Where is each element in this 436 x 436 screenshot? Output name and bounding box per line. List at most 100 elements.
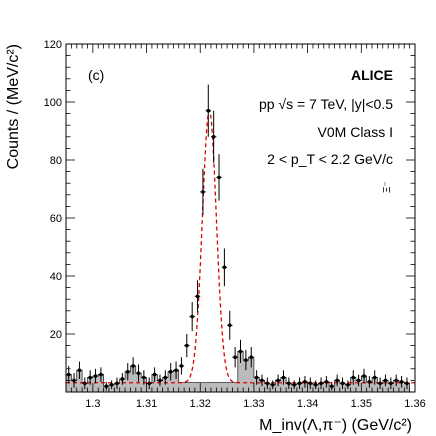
data-points <box>66 84 410 391</box>
data-point <box>253 370 260 385</box>
data-point <box>194 280 201 313</box>
data-point <box>334 374 340 387</box>
multiplicity-class-label: V0M Class I <box>318 124 393 140</box>
data-point <box>200 168 206 216</box>
data-point <box>87 370 93 385</box>
data-point <box>98 367 104 382</box>
data-point <box>312 380 319 390</box>
data-point <box>205 84 211 137</box>
point-marker <box>168 369 173 374</box>
pt-range-label: 2 < p_T < 2.2 GeV/c <box>267 151 393 167</box>
point-marker <box>195 294 200 299</box>
point-marker <box>125 369 130 374</box>
point-marker <box>297 381 302 386</box>
point-marker <box>104 384 109 389</box>
point-marker <box>308 381 313 386</box>
data-point <box>361 368 367 384</box>
data-point <box>114 377 120 390</box>
data-point <box>264 377 271 390</box>
y-tick-label: 100 <box>44 97 62 109</box>
point-marker <box>281 375 286 380</box>
y-tick-label: 40 <box>50 271 62 283</box>
fit-curve <box>66 109 415 384</box>
point-marker <box>82 381 87 386</box>
data-point <box>355 374 362 387</box>
point-marker <box>356 378 361 383</box>
data-point <box>71 373 77 388</box>
point-marker <box>372 375 377 380</box>
data-point <box>302 376 308 388</box>
data-point <box>350 370 356 385</box>
data-point <box>398 376 405 388</box>
data-point <box>168 363 174 381</box>
x-tick-label: 1.36 <box>404 398 425 410</box>
y-tick-label: 60 <box>50 213 62 225</box>
data-point <box>146 377 152 390</box>
point-marker <box>217 175 221 180</box>
data-point <box>393 374 399 387</box>
point-marker <box>88 375 92 380</box>
point-marker <box>399 380 404 384</box>
data-point <box>141 370 147 385</box>
point-marker <box>276 378 280 383</box>
fit-line <box>66 109 415 384</box>
data-point <box>173 361 179 379</box>
data-point <box>270 380 276 390</box>
collision-label: pp √s = 7 TeV, |y|<0.5 <box>259 96 393 112</box>
point-marker <box>142 375 146 380</box>
data-point <box>382 374 389 387</box>
data-point <box>162 370 169 385</box>
point-marker <box>179 364 184 368</box>
x-tick-label: 1.32 <box>190 398 211 410</box>
x-tick-label: 1.3 <box>85 398 100 410</box>
point-marker <box>93 374 98 378</box>
point-marker <box>238 349 243 354</box>
data-point <box>296 377 303 390</box>
data-point <box>329 381 335 391</box>
data-point <box>280 370 287 385</box>
data-point <box>404 377 410 390</box>
point-marker <box>99 372 103 377</box>
data-point <box>232 347 238 368</box>
point-marker <box>367 380 372 384</box>
data-point <box>307 377 313 390</box>
experiment-label: ALICE <box>351 67 393 83</box>
point-marker <box>211 135 216 139</box>
point-marker <box>131 364 135 368</box>
data-point <box>103 381 109 391</box>
point-marker <box>383 378 388 383</box>
point-marker <box>185 343 189 348</box>
plot-area <box>65 44 415 393</box>
point-marker <box>319 381 323 386</box>
point-marker <box>249 355 254 360</box>
data-point <box>130 357 136 375</box>
tick-labels: 1.3 1.31 1.32 1.33 1.34 1.35 1.36 20 40 60 80 100 12… <box>44 39 426 410</box>
point-marker <box>346 382 350 387</box>
point-marker <box>158 378 162 383</box>
point-marker <box>136 371 141 375</box>
point-marker <box>190 314 194 319</box>
data-point <box>189 302 195 332</box>
data-point <box>377 377 383 390</box>
point-marker <box>254 375 259 380</box>
x-tick-label: 1.33 <box>243 398 264 410</box>
point-marker <box>77 368 82 373</box>
point-marker <box>287 381 291 386</box>
point-marker <box>206 108 211 113</box>
y-tick-label: 120 <box>44 39 62 51</box>
data-point <box>345 380 351 390</box>
data-point <box>221 248 228 287</box>
point-marker <box>201 190 205 194</box>
data-point <box>82 377 88 390</box>
data-point <box>275 374 281 387</box>
point-marker <box>72 378 76 383</box>
data-point <box>92 368 99 384</box>
point-marker <box>313 382 318 387</box>
data-point <box>184 334 190 358</box>
point-marker <box>227 323 232 328</box>
data-point <box>366 376 373 388</box>
data-point <box>259 374 265 387</box>
point-marker <box>120 377 125 381</box>
x-axis-title: M_inv(Λ,π⁻) (GeV/c²) <box>259 417 412 434</box>
data-point <box>291 380 297 390</box>
